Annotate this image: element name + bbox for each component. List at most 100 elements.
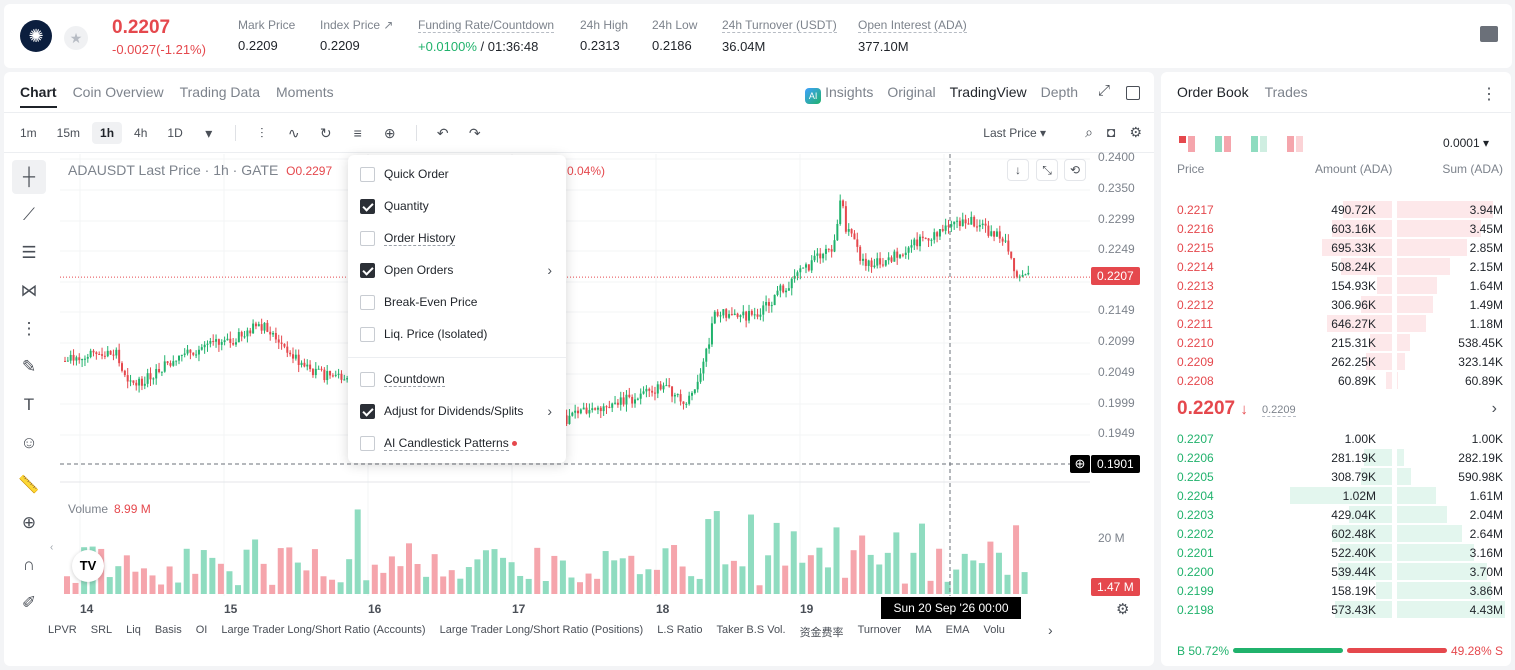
menu-item[interactable]: Break-Even Price xyxy=(360,292,556,312)
tradingview-logo[interactable]: TV xyxy=(72,550,104,582)
menu-item[interactable]: Adjust for Dividends/Splits › xyxy=(360,401,556,421)
indicator-item[interactable]: OI xyxy=(195,624,208,636)
indicator-item[interactable]: LPVR xyxy=(48,624,77,636)
indicator-item[interactable]: Turnover xyxy=(857,624,902,636)
ask-row[interactable]: 0.2213 154.93K 1.64M xyxy=(1177,276,1503,295)
tab-insights[interactable]: AI Insights xyxy=(805,84,873,104)
bids-mode-icon[interactable] xyxy=(1251,136,1267,152)
redo-icon[interactable]: ↷ xyxy=(468,124,481,141)
tab-order-book[interactable]: Order Book xyxy=(1177,84,1249,100)
chevron-right-icon[interactable]: › xyxy=(1048,622,1053,638)
undo-icon[interactable]: ↶ xyxy=(436,124,449,141)
bid-row[interactable]: 0.2204 1.02M 1.61M xyxy=(1177,486,1503,505)
timeframe-1h[interactable]: 1h xyxy=(92,122,123,144)
collapse-sidebar-icon[interactable]: ‹ xyxy=(50,542,54,553)
pattern-icon[interactable]: ⋈ xyxy=(20,281,38,300)
search-icon[interactable]: ⌕ xyxy=(1085,124,1093,140)
indicators-icon[interactable]: ∿ xyxy=(287,124,300,141)
bid-row[interactable]: 0.2201 522.40K 3.16M xyxy=(1177,543,1503,562)
window-icon[interactable] xyxy=(1126,86,1140,100)
ruler-icon[interactable]: 📏 xyxy=(18,475,40,494)
last-price-select[interactable]: Last Price ▾ xyxy=(983,126,1046,140)
zoom-in-icon[interactable]: ⊕ xyxy=(21,513,37,532)
text-icon[interactable]: T xyxy=(23,395,35,414)
ask-row[interactable]: 0.2208 60.89K 60.89K xyxy=(1177,371,1503,390)
checkbox[interactable] xyxy=(360,166,375,182)
menu-item[interactable]: AI Candlestick Patterns xyxy=(360,433,556,453)
checkbox[interactable] xyxy=(360,403,375,419)
stat-index-price[interactable]: Index Price ↗ 0.2209 xyxy=(320,18,393,53)
ask-row[interactable]: 0.2209 262.25K 323.14K xyxy=(1177,352,1503,371)
timeframe-1d[interactable]: 1D xyxy=(167,126,183,140)
indicator-item[interactable]: SRL xyxy=(90,624,113,636)
menu-item[interactable]: Quantity xyxy=(360,196,556,216)
tab-depth[interactable]: Depth xyxy=(1040,84,1078,100)
indicator-item[interactable]: Large Trader Long/Short Ratio (Positions… xyxy=(439,624,644,636)
checkbox[interactable] xyxy=(360,198,375,214)
tab-moments[interactable]: Moments xyxy=(276,84,334,100)
menu-item[interactable]: Countdown xyxy=(360,369,556,389)
split-mode-icon[interactable] xyxy=(1215,136,1231,152)
checkbox[interactable] xyxy=(360,435,375,451)
timeframe-4h[interactable]: 4h xyxy=(134,126,148,140)
menu-item[interactable]: Quick Order xyxy=(360,164,556,184)
indicator-item[interactable]: L.S Ratio xyxy=(657,624,703,636)
indicator-item[interactable]: Liq xyxy=(126,624,141,636)
checkbox[interactable] xyxy=(360,326,375,342)
menu-item[interactable]: Order History xyxy=(360,228,556,248)
tab-coin-overview[interactable]: Coin Overview xyxy=(72,84,164,100)
notebook-icon[interactable] xyxy=(1480,26,1498,42)
refresh-icon[interactable]: ⟲ xyxy=(1064,159,1086,181)
horizontal-lines-icon[interactable]: ☰ xyxy=(21,243,37,262)
indicator-item[interactable]: Basis xyxy=(154,624,182,636)
arrow-down-icon[interactable]: ↓ xyxy=(1007,159,1029,181)
fib-icon[interactable]: ⋮ xyxy=(20,319,38,338)
crosshair-icon[interactable]: ┼ xyxy=(12,160,46,194)
ask-row[interactable]: 0.2217 490.72K 3.94M xyxy=(1177,200,1503,219)
indicator-item[interactable]: Volu xyxy=(983,624,1005,636)
ask-row[interactable]: 0.2212 306.96K 1.49M xyxy=(1177,295,1503,314)
tab-chart[interactable]: Chart xyxy=(20,84,57,108)
indicator-item[interactable]: MA xyxy=(915,624,932,636)
bid-row[interactable]: 0.2202 602.48K 2.64M xyxy=(1177,524,1503,543)
collapse-icon[interactable]: ⤡ xyxy=(1036,159,1058,181)
precision-select[interactable]: 0.0001 ▾ xyxy=(1442,136,1489,150)
pencil-icon[interactable]: ✐ xyxy=(21,593,37,612)
indicator-item[interactable]: EMA xyxy=(945,624,970,636)
ask-row[interactable]: 0.2211 646.27K 1.18M xyxy=(1177,314,1503,333)
menu-item[interactable]: Liq. Price (Isolated) xyxy=(360,324,556,344)
expand-icon[interactable]: ⤢ xyxy=(1097,82,1110,99)
mid-price[interactable]: 0.2207 ↓ xyxy=(1177,398,1248,420)
timeframe-15m[interactable]: 15m xyxy=(56,126,81,140)
checkbox[interactable] xyxy=(360,294,375,310)
timeframe-1m[interactable]: 1m xyxy=(20,126,37,140)
bid-row[interactable]: 0.2207 1.00K 1.00K xyxy=(1177,429,1503,448)
menu-item[interactable]: Open Orders › xyxy=(360,260,556,280)
tab-trading-data[interactable]: Trading Data xyxy=(179,84,261,100)
tab-original[interactable]: Original xyxy=(887,84,936,100)
checkbox[interactable] xyxy=(360,371,375,387)
brush-icon[interactable]: ✎ xyxy=(21,357,37,376)
bid-row[interactable]: 0.2206 281.19K 282.19K xyxy=(1177,448,1503,467)
add-order-plus-icon[interactable]: ⊕ xyxy=(1070,455,1090,473)
replay-icon[interactable]: ↻ xyxy=(319,124,332,141)
emoji-icon[interactable]: ☺ xyxy=(20,433,38,452)
chevron-right-icon[interactable]: › xyxy=(1491,400,1497,417)
ask-row[interactable]: 0.2210 215.31K 538.45K xyxy=(1177,333,1503,352)
add-settings-icon[interactable]: ⊕ xyxy=(383,124,396,141)
bid-row[interactable]: 0.2203 429.04K 2.04M xyxy=(1177,505,1503,524)
asks-mode-icon[interactable] xyxy=(1287,136,1303,152)
indicator-item[interactable]: Taker B.S Vol. xyxy=(716,624,786,636)
camera-icon[interactable]: ◘ xyxy=(1106,124,1116,140)
indicator-item[interactable]: Large Trader Long/Short Ratio (Accounts) xyxy=(221,624,426,636)
ask-row[interactable]: 0.2216 603.16K 3.45M xyxy=(1177,219,1503,238)
bid-row[interactable]: 0.2205 308.79K 590.98K xyxy=(1177,467,1503,486)
ask-row[interactable]: 0.2215 695.33K 2.85M xyxy=(1177,238,1503,257)
favorite-star-icon[interactable]: ★ xyxy=(64,26,88,50)
indicator-item[interactable]: 资金费率 xyxy=(799,627,844,639)
magnet-icon[interactable]: ∩ xyxy=(22,555,36,574)
bid-row[interactable]: 0.2200 539.44K 3.70M xyxy=(1177,562,1503,581)
tab-trades[interactable]: Trades xyxy=(1264,84,1308,100)
more-options-icon[interactable]: ⋮ xyxy=(1481,86,1497,103)
checkbox[interactable] xyxy=(360,230,375,246)
